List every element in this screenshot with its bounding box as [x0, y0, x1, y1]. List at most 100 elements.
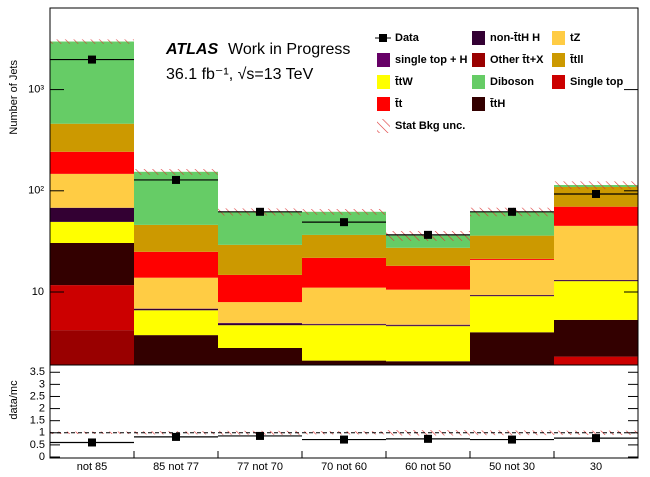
ratio-point [88, 438, 96, 447]
stack-bar [134, 251, 218, 278]
legend-swatch [472, 31, 485, 45]
stack-bar [470, 235, 554, 259]
stack-bar [554, 281, 638, 320]
stack-bar [218, 274, 302, 303]
legend-label: Other t̄t+X [490, 54, 544, 66]
data-point [340, 218, 348, 227]
x-tick-label: 85 not 77 [153, 461, 199, 473]
legend-label: t̄tW [395, 76, 414, 88]
stack-bar [50, 285, 134, 331]
legend-label: Single top [570, 76, 623, 88]
stack-bar [470, 332, 554, 365]
subtitle-label: Work in Progress [228, 41, 350, 58]
uncertainty-band [50, 39, 134, 44]
stack-bar [470, 295, 554, 297]
legend-swatch [472, 97, 485, 111]
stack-bar [302, 257, 386, 288]
legend-data-marker [379, 34, 387, 42]
x-tick-label: 60 not 50 [405, 461, 451, 473]
overlay: not 85 85 not 77 77 not 70 70 not 60 60 not … [28, 31, 639, 473]
legend-label: t̄tH [490, 98, 506, 110]
stack-bar [386, 265, 470, 290]
legend-swatch [552, 75, 565, 89]
data-point [256, 207, 264, 216]
stack-bar [134, 277, 218, 309]
stack-bar [50, 151, 134, 174]
data-point [172, 175, 180, 184]
stack-bar [50, 123, 134, 152]
stack-bar [134, 310, 218, 336]
stack-bar [554, 206, 638, 226]
stack-bar [470, 211, 554, 236]
atlas-label: ATLAS [165, 41, 218, 58]
x-tick-label: not 85 [77, 461, 108, 473]
stack-bar [50, 242, 134, 286]
uncertainty-band [554, 181, 638, 190]
ratio-tick-label: 0 [39, 451, 45, 463]
stack-bar [302, 360, 386, 365]
legend-label: t̄t [395, 98, 403, 110]
stack-bar [386, 326, 470, 362]
legend-label: t̄tll [570, 54, 584, 66]
stack-bar [386, 247, 470, 266]
uncertainty-band [134, 169, 218, 175]
ratio-tick-label: 2.5 [30, 390, 45, 402]
y-axis-label: Number of Jets [8, 60, 20, 135]
stack-bar [218, 325, 302, 348]
stack-bar [554, 319, 638, 357]
legend-label: Stat Bkg unc. [395, 120, 465, 132]
ratio-point [424, 434, 432, 443]
stack-bar [134, 224, 218, 252]
stack-bar [554, 225, 638, 280]
y-tick-label: 10³ [28, 83, 44, 95]
stack-bar [50, 207, 134, 222]
data-point [424, 230, 432, 239]
stack-bar [470, 296, 554, 333]
stack-bar [302, 324, 386, 326]
stack-bar [218, 323, 302, 326]
ratio-point [592, 434, 600, 443]
stack-bar [470, 259, 554, 295]
ratio-tick-label: 1 [39, 427, 45, 439]
y-tick-label: 10 [32, 286, 44, 298]
stack-bar [218, 347, 302, 365]
legend-label: tZ [570, 32, 581, 44]
stack-bar [218, 244, 302, 275]
ratio-point [508, 435, 516, 444]
stack-bar [386, 361, 470, 365]
ratio-tick-label: 3.5 [30, 366, 45, 378]
ratio-point [256, 431, 264, 440]
x-tick-label: 50 not 30 [489, 461, 535, 473]
stack-bar [554, 356, 638, 365]
ratio-point [172, 432, 180, 441]
stack-bar [302, 234, 386, 258]
stack-bar [554, 280, 638, 282]
ratio-tick-label: 1.5 [30, 415, 45, 427]
stack-bar [50, 221, 134, 243]
ratio-frame [49, 364, 639, 459]
lumi-label: 36.1 fb⁻¹, √s=13 TeV [166, 66, 314, 83]
legend-label: Diboson [490, 76, 534, 88]
legend-swatch [552, 31, 565, 45]
stack-bar [50, 330, 134, 365]
stack-bar [386, 325, 470, 327]
uncertainty-band [302, 209, 386, 215]
data-point [592, 189, 600, 198]
ratio-plot [50, 430, 638, 447]
stack-bar [302, 325, 386, 361]
stack-bar [134, 335, 218, 365]
x-tick-label: 77 not 70 [237, 461, 283, 473]
legend-swatch [472, 53, 485, 67]
data-point [88, 55, 96, 64]
legend-label: non-t̄tH H [490, 32, 540, 44]
ratio-y-label: data/mc [8, 380, 20, 420]
x-tick-label: 70 not 60 [321, 461, 367, 473]
legend-label: Data [395, 32, 420, 44]
stack-bar [470, 258, 554, 260]
main-plot [50, 39, 638, 365]
legend-swatch [377, 97, 390, 111]
ratio-point [340, 435, 348, 444]
ratio-tick-label: 0.5 [30, 439, 45, 451]
legend-swatch [377, 75, 390, 89]
